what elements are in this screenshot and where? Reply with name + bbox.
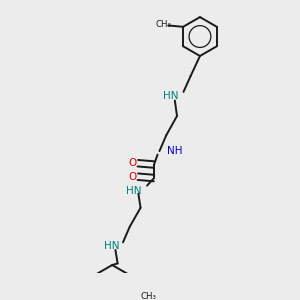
Text: CH₃: CH₃ xyxy=(141,292,157,300)
Text: HN: HN xyxy=(126,186,141,196)
Text: HN: HN xyxy=(104,241,119,251)
Text: HN: HN xyxy=(163,91,178,101)
Text: NH: NH xyxy=(167,146,182,155)
Text: O: O xyxy=(129,158,137,168)
Text: O: O xyxy=(129,172,137,182)
Text: CH₃: CH₃ xyxy=(155,20,171,29)
